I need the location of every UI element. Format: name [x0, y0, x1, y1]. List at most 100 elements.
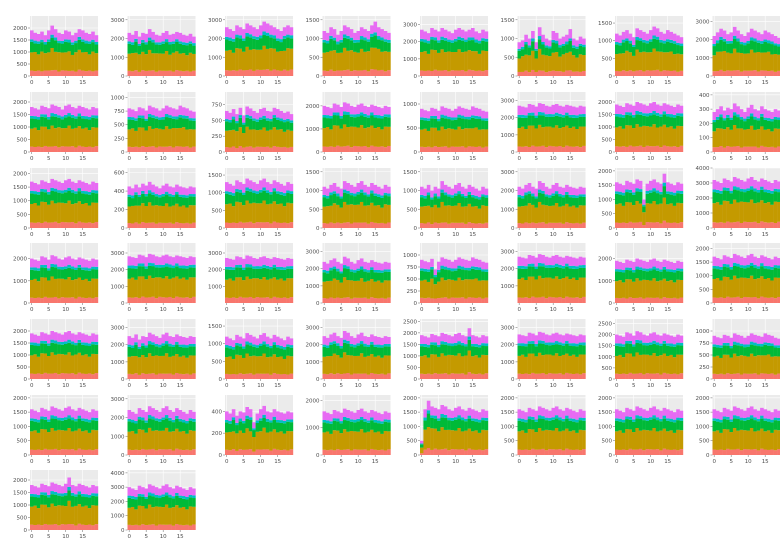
bar-segment-teal [175, 191, 179, 195]
bar-segment-salmon [373, 373, 378, 379]
bar-segment-green [440, 192, 444, 202]
bar-segment-teal [158, 264, 162, 268]
bar-segment-salmon [454, 222, 458, 228]
bar-segment-salmon [558, 373, 562, 379]
bar-segment-green [746, 43, 751, 54]
bar-segment-green [178, 346, 183, 357]
x-tick-label: 15 [274, 383, 281, 389]
y-tick-label: 1000 [13, 125, 27, 131]
x-tick-label: 0 [225, 383, 229, 389]
bar-segment-teal [743, 42, 747, 46]
bar-segment-ochre [443, 280, 448, 298]
bar-segment-violet [729, 109, 734, 118]
bar-segment-violet [346, 103, 350, 113]
bar-segment-teal [346, 35, 350, 39]
bar-segment-salmon [158, 373, 162, 379]
bar-segment-teal [363, 269, 367, 272]
bar-segment-teal [276, 266, 280, 270]
bar-segment-ochre [729, 129, 734, 147]
x-tick-label: 5 [47, 232, 51, 238]
y-tick-label: 2000 [501, 343, 515, 349]
bar-segment-violet [33, 32, 37, 41]
bar-segment-violet [178, 256, 183, 266]
bar-segment-salmon [363, 297, 367, 303]
bar-segment-teal [437, 269, 441, 273]
bar-segment-salmon [91, 71, 95, 76]
bar-segment-ochre [554, 276, 559, 298]
y-tick-label: 3000 [111, 326, 125, 332]
bar-segment-violet [531, 333, 535, 342]
bar-segment-green [370, 344, 374, 355]
bar-segment-teal [81, 342, 85, 345]
x-tick-label: 10 [62, 307, 69, 313]
bar-segment-ochre [94, 278, 99, 298]
bar-segment-salmon [544, 374, 549, 379]
bar-segment-salmon [91, 147, 95, 152]
bar-segment-violet [582, 187, 586, 195]
bar-segment-violet [437, 31, 441, 41]
bar-segment-salmon [426, 297, 431, 303]
y-tick-label: 500 [212, 118, 223, 124]
bar-segment-green [380, 118, 384, 130]
bar-segment-green [161, 119, 166, 130]
bar-segment-teal [373, 114, 378, 118]
bar-segment-teal [74, 191, 78, 194]
bar-segment-salmon [127, 70, 132, 76]
bar-segment-salmon [269, 374, 273, 379]
x-tick-label: 10 [550, 383, 557, 389]
bar-segment-ochre [192, 205, 196, 223]
bar-segment-salmon [672, 146, 677, 152]
bar-segment-teal [322, 344, 327, 347]
bar-segment-ochre [618, 354, 622, 375]
bar-segment-violet [94, 334, 99, 342]
bar-segment-violet [477, 190, 482, 198]
y-tick-label: 0 [316, 377, 320, 383]
bar-segment-ochre [74, 354, 78, 375]
bar-segment-salmon [60, 146, 65, 152]
bar-segment-salmon [736, 146, 740, 152]
bar-segment-green [729, 269, 734, 280]
bar-segment-violet [554, 183, 559, 192]
bar-segment-teal [192, 264, 196, 268]
bar-segment-green [676, 270, 680, 280]
bar-segment-salmon [615, 297, 619, 303]
bar-segment-teal [471, 115, 475, 118]
bar-segment-teal [722, 38, 727, 42]
bar-segment-ochre [188, 205, 193, 224]
bar-segment-violet [329, 260, 333, 268]
bar-segment-teal [60, 40, 65, 44]
bar-segment-salmon [520, 223, 525, 228]
bar-segment-ochre [666, 355, 670, 374]
bar-segment-ochre [60, 202, 65, 222]
bar-segment-salmon [387, 373, 391, 379]
bar-segment-violet [94, 259, 99, 267]
bar-segment-ochre [753, 52, 757, 71]
bar-segment-violet [262, 256, 266, 265]
bar-segment-ochre [181, 127, 186, 147]
bar-segment-salmon [346, 222, 350, 228]
bar-segment-salmon [188, 298, 193, 303]
bar-segment-salmon [467, 372, 472, 379]
bar-segment-violet [551, 31, 556, 40]
bar-segment-violet [450, 110, 455, 118]
bar-segment-violet [60, 34, 65, 41]
bar-segment-teal [181, 344, 186, 348]
bar-segment-salmon [376, 146, 381, 152]
bar-segment-violet [756, 258, 761, 267]
bar-segment-salmon [582, 373, 586, 379]
bar-segment-violet [325, 32, 330, 41]
bar-segment-teal [537, 36, 542, 40]
y-tick-label: 0 [121, 74, 125, 80]
bar-segment-green [454, 270, 458, 281]
bar-segment-green [356, 194, 361, 205]
bar-segment-teal [666, 269, 670, 272]
bar-segment-teal [729, 190, 734, 194]
bar-segment-teal [383, 39, 388, 42]
bar-segment-violet [383, 31, 388, 40]
bar-segment-salmon [252, 70, 256, 76]
bar-segment-salmon [773, 298, 778, 303]
bar-segment-salmon [551, 146, 556, 152]
bar-segment-green [632, 272, 636, 282]
